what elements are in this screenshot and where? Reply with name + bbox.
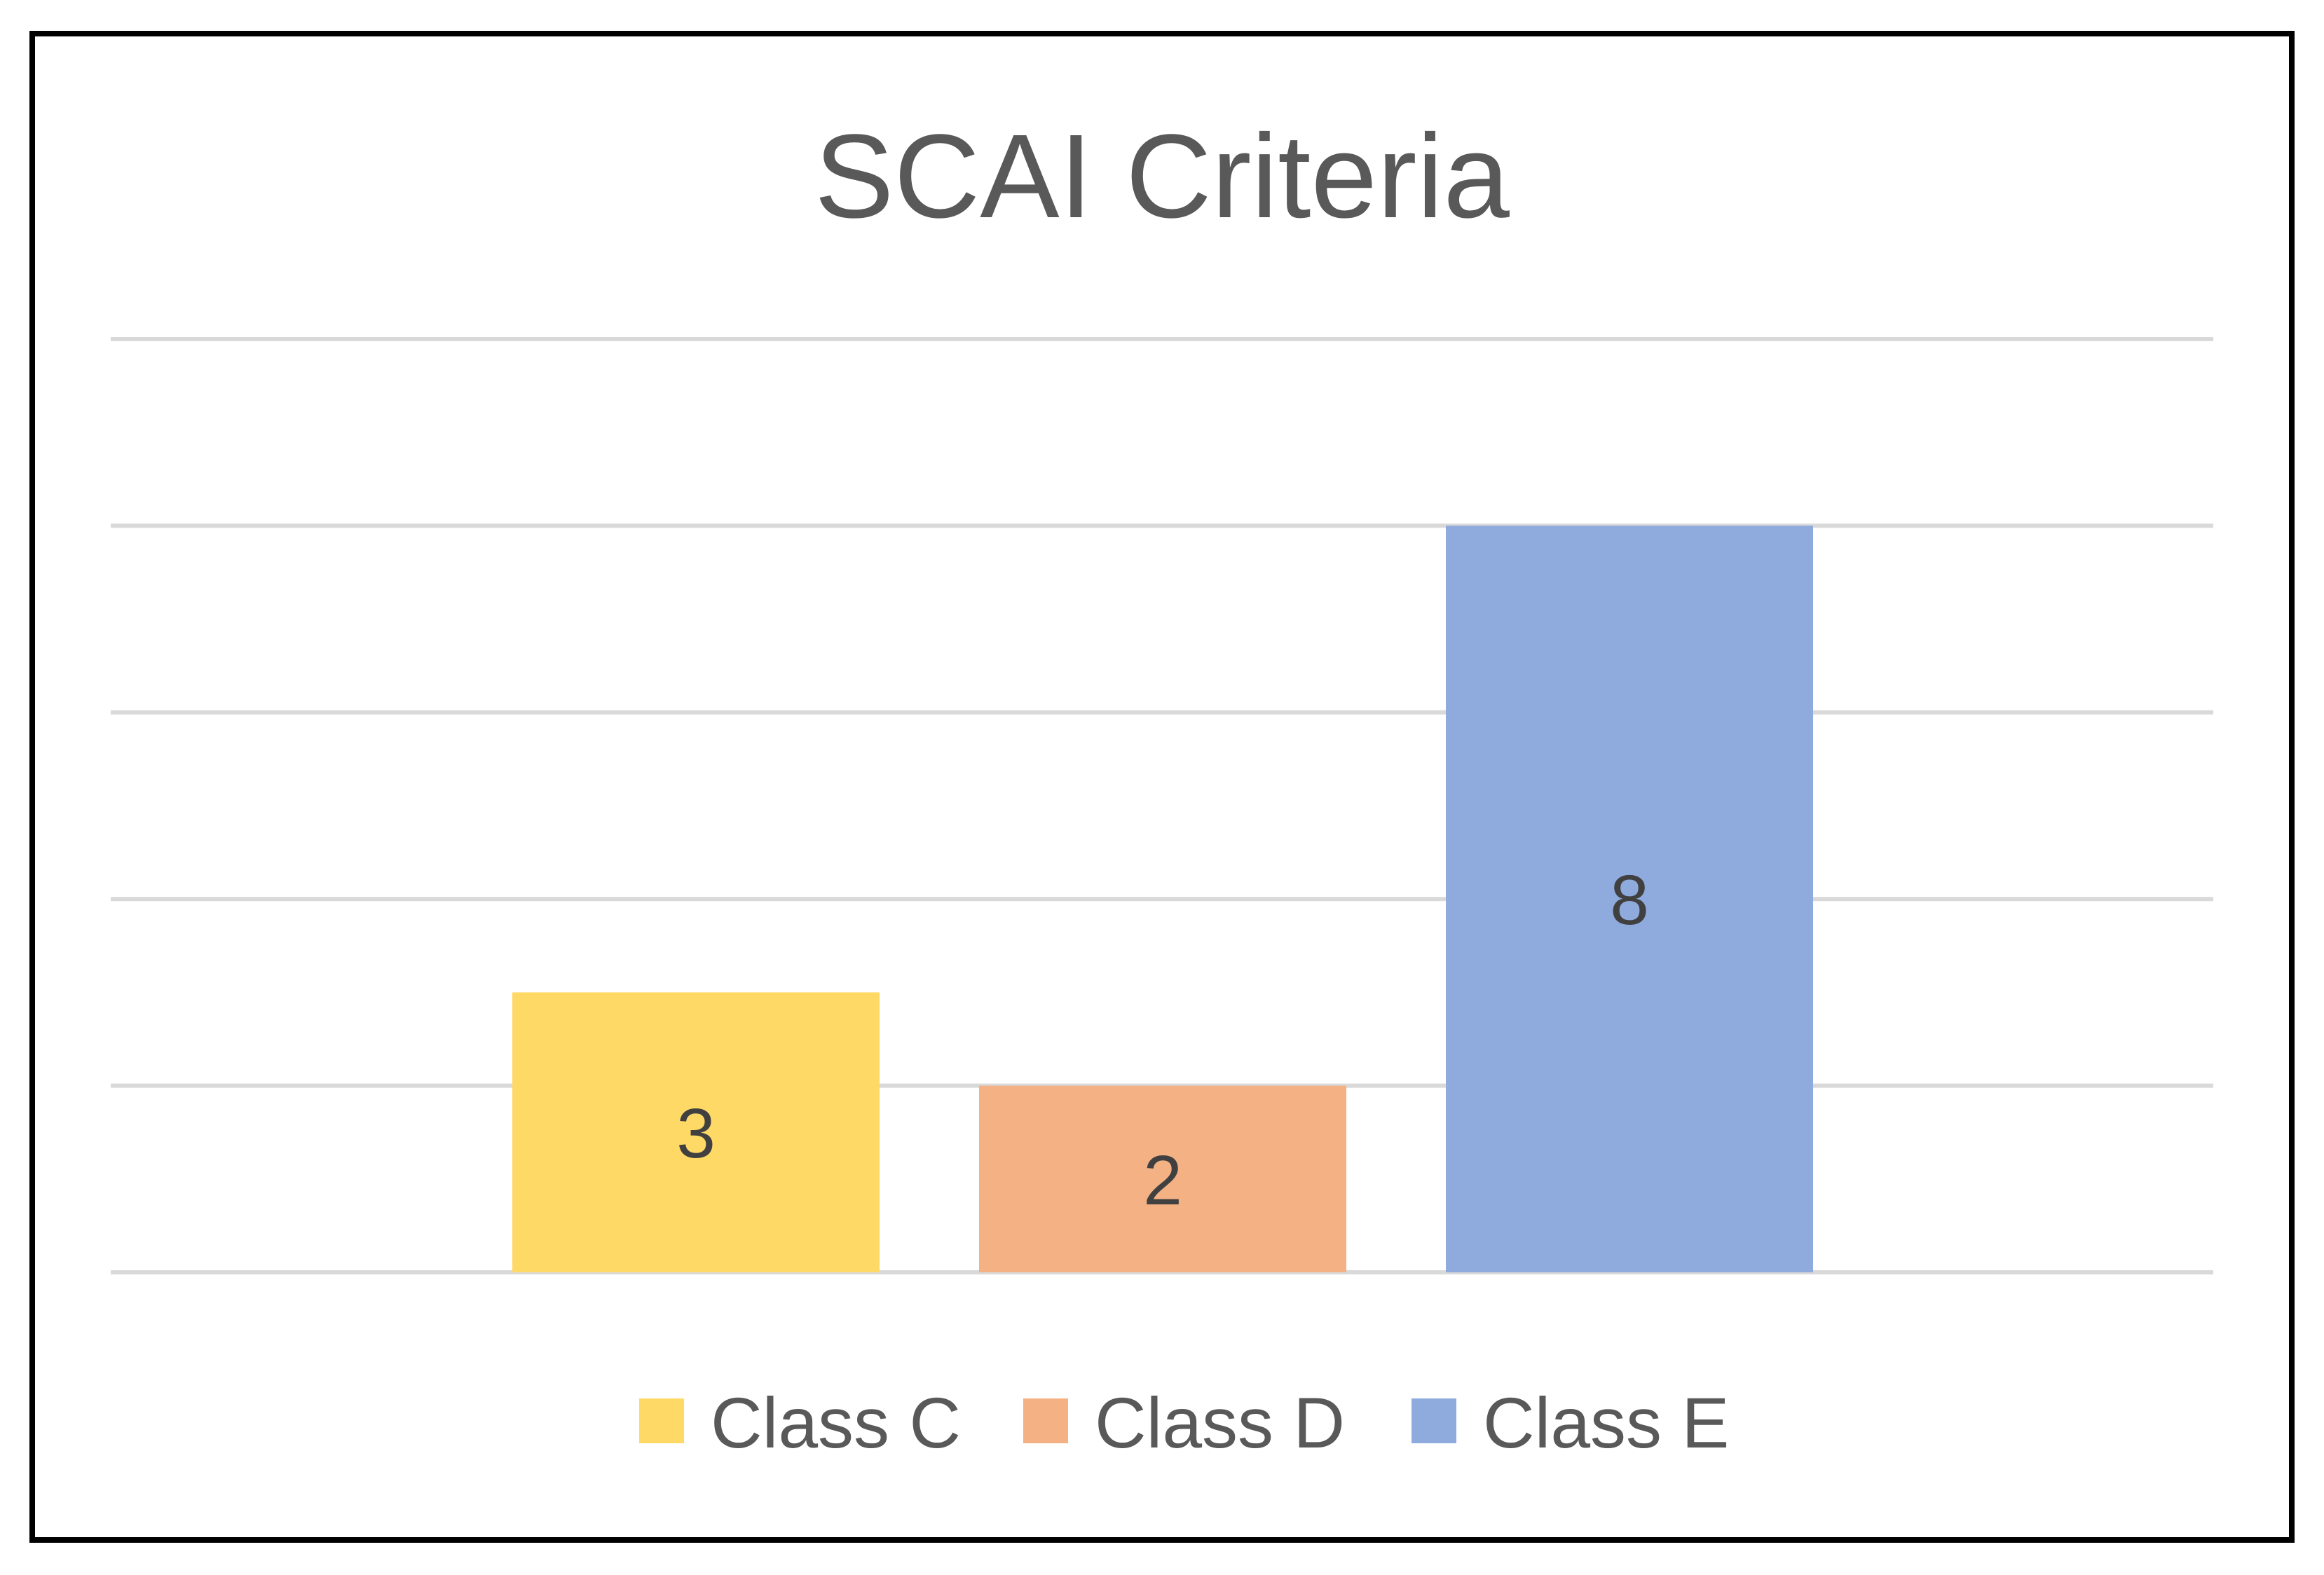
bar-class-e <box>1446 525 1813 1272</box>
data-label: 2 <box>1143 1141 1182 1220</box>
legend-label: Class E <box>1483 1383 1729 1463</box>
legend-swatch <box>639 1398 684 1443</box>
data-label: 3 <box>676 1094 716 1173</box>
legend-swatch <box>1023 1398 1068 1443</box>
legend-label: Class C <box>711 1383 961 1463</box>
chart-border <box>29 31 2295 1543</box>
gridlines <box>111 337 2213 1274</box>
data-label: 8 <box>1610 861 1649 940</box>
bars <box>512 525 1813 1272</box>
bar-class-d <box>979 1085 1346 1272</box>
data-labels: 3 2 8 <box>676 861 1649 1220</box>
legend-label: Class D <box>1095 1383 1345 1463</box>
legend-swatch <box>1412 1398 1456 1443</box>
chart-title: SCAI Criteria <box>814 110 1510 243</box>
bar-class-c <box>512 992 880 1272</box>
legend: Class C Class D Class E <box>639 1383 1729 1463</box>
